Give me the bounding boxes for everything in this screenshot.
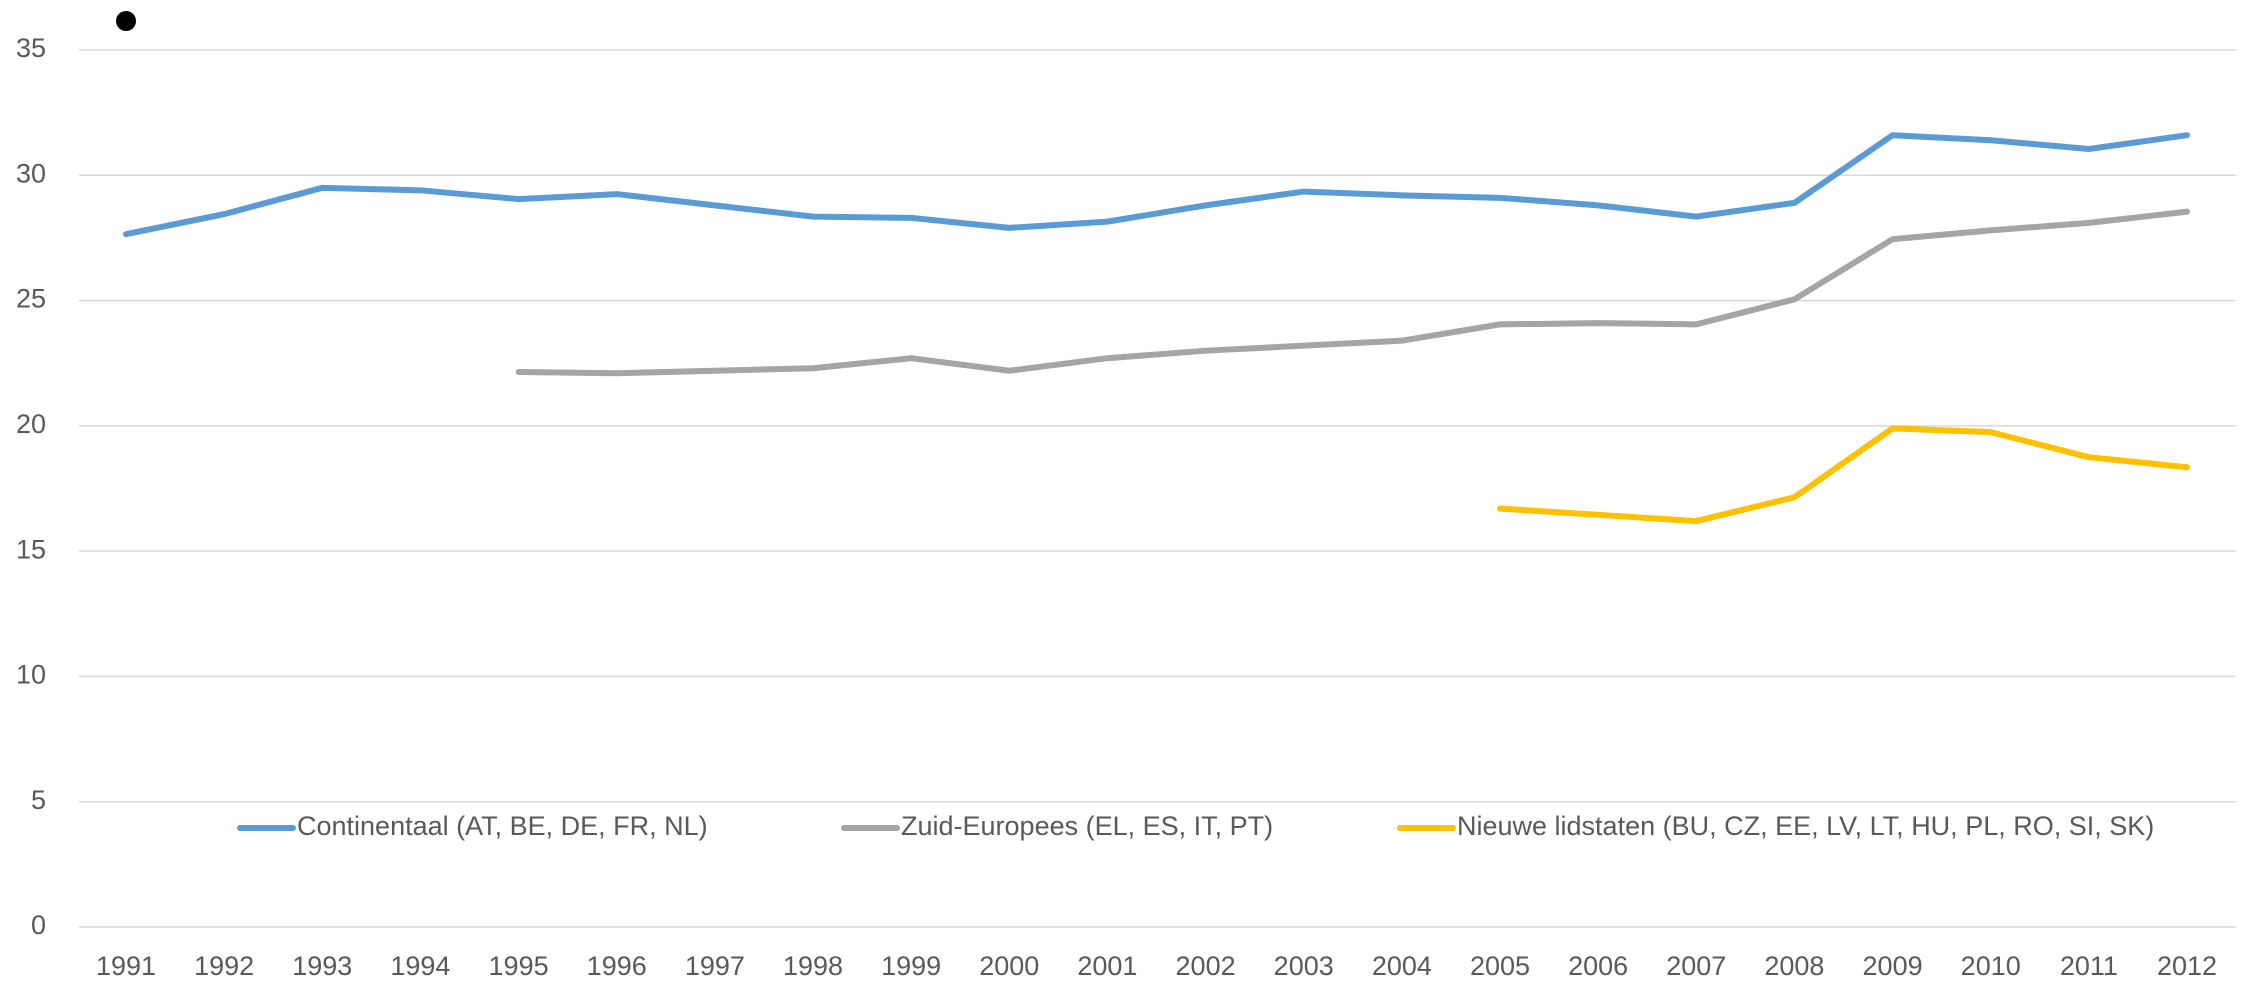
y-tick-label: 15 [16, 534, 46, 564]
y-tick-label: 5 [31, 785, 46, 815]
series-line [123, 132, 2190, 238]
x-tick-label: 2011 [2060, 951, 2118, 981]
x-tick-label: 1992 [194, 951, 254, 981]
y-tick-label: 35 [16, 33, 46, 63]
x-tick-label: 2007 [1666, 951, 1726, 981]
series-line [1497, 425, 2190, 525]
x-tick-label: 1999 [881, 951, 941, 981]
x-tick-label: 2010 [1961, 951, 2021, 981]
x-tick-label: 2012 [2157, 951, 2217, 981]
x-tick-label: 1998 [783, 951, 843, 981]
x-tick-label: 1995 [489, 951, 549, 981]
y-tick-label: 10 [16, 660, 46, 690]
y-tick-label: 20 [16, 409, 46, 439]
y-tick-label: 0 [31, 910, 46, 940]
legend-label: Continentaal (AT, BE, DE, FR, NL) [297, 811, 708, 841]
y-tick-label: 25 [16, 284, 46, 314]
x-tick-label: 2009 [1863, 951, 1923, 981]
x-tick-label: 1991 [96, 951, 156, 981]
marker-dot [116, 11, 136, 31]
x-tick-label: 1996 [587, 951, 647, 981]
x-tick-label: 2005 [1470, 951, 1530, 981]
x-tick-label: 2002 [1176, 951, 1236, 981]
x-tick-label: 2003 [1274, 951, 1334, 981]
x-tick-label: 2008 [1764, 951, 1824, 981]
x-tick-label: 1997 [685, 951, 745, 981]
series-line [515, 208, 2190, 377]
x-tick-label: 2001 [1077, 951, 1137, 981]
legend-label: Zuid-Europees (EL, ES, IT, PT) [901, 811, 1273, 841]
x-tick-label: 2000 [979, 951, 1039, 981]
x-tick-label: 1994 [390, 951, 450, 981]
y-tick-label: 30 [16, 158, 46, 188]
legend-label: Nieuwe lidstaten (BU, CZ, EE, LV, LT, HU… [1457, 811, 2154, 841]
x-tick-label: 2004 [1372, 951, 1432, 981]
x-tick-label: 1993 [292, 951, 352, 981]
x-tick-label: 2006 [1568, 951, 1628, 981]
